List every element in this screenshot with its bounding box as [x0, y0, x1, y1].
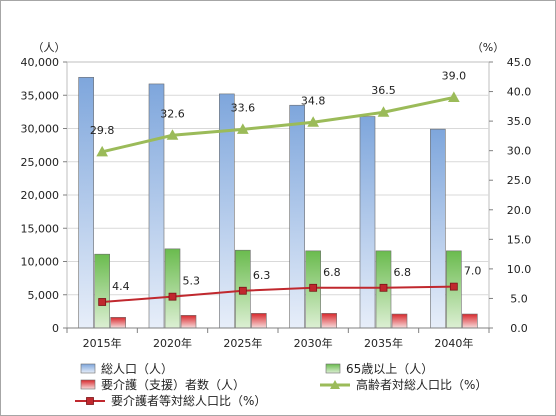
bar-1-0 [94, 253, 110, 329]
line-marker-0-5 [447, 91, 460, 102]
data-label-0-1: 32.6 [160, 107, 185, 120]
category-label: 2035年 [364, 336, 403, 350]
bar-2-3 [321, 313, 337, 329]
left-tick-label: 15,000 [21, 222, 60, 235]
right-tick-label: 15.0 [507, 233, 532, 246]
data-label-1-2: 6.3 [253, 269, 270, 282]
legend-item-0: 総人口（人） [80, 362, 173, 376]
right-tick-label: 45.0 [507, 56, 532, 69]
bar-0-4 [359, 116, 376, 329]
category-label: 2015年 [83, 336, 122, 350]
right-tick-label: 5.0 [510, 292, 528, 305]
right-tick-label: 25.0 [507, 174, 532, 187]
category-label: 2020年 [153, 336, 192, 350]
data-label-1-3: 6.8 [323, 266, 341, 279]
data-label-0-0: 29.8 [90, 124, 115, 137]
line-marker-0-2 [236, 123, 249, 134]
line-marker-1-2 [238, 286, 247, 295]
right-tick-label: 0.0 [510, 322, 528, 335]
data-label-1-0: 4.4 [112, 280, 129, 293]
left-tick-label: 35,000 [21, 89, 60, 102]
data-label-0-4: 36.5 [371, 84, 396, 97]
bar-2-1 [180, 315, 197, 329]
bar-0-3 [289, 104, 305, 329]
line-marker-0-0 [96, 145, 109, 157]
data-label-1-5: 7.0 [464, 265, 482, 278]
line-series-0 [101, 95, 455, 154]
legend-swatch [325, 363, 341, 374]
bar-1-1 [164, 248, 181, 329]
left-axis-unit: （人） [33, 41, 66, 54]
data-label-0-3: 34.8 [301, 94, 326, 107]
category-label: 2025年 [223, 336, 262, 350]
data-label-0-5: 39.0 [442, 69, 467, 82]
bar-2-0 [110, 317, 126, 329]
data-label-0-2: 33.6 [231, 101, 256, 114]
bar-2-4 [391, 313, 408, 329]
legend-swatch [80, 379, 96, 390]
right-tick-label: 35.0 [507, 115, 532, 128]
legend-label: 高齢者対総人口比（%） [356, 377, 487, 392]
legend-marker [86, 397, 94, 405]
line-marker-0-4 [377, 106, 390, 117]
left-tick-label: 0 [52, 322, 59, 335]
left-tick-label: 5,000 [28, 289, 60, 302]
line-marker-0-1 [166, 129, 179, 140]
line-marker-1-4 [379, 283, 388, 292]
bar-0-5 [430, 128, 446, 329]
bar-0-0 [78, 76, 94, 329]
legend-label: 要介護者等対総人口比（%） [111, 393, 266, 408]
legend-label: 65歳以上（人） [346, 362, 433, 376]
left-tick-label: 40,000 [21, 56, 60, 69]
left-tick-label: 20,000 [21, 189, 60, 202]
line-marker-1-1 [168, 292, 177, 301]
right-axis-unit: （%） [472, 41, 504, 54]
bar-0-1 [148, 83, 165, 329]
legend-label: 総人口（人） [101, 362, 173, 376]
left-tick-label: 30,000 [21, 123, 60, 136]
legend-marker [330, 380, 340, 389]
legend-label: 要介護（支援）者数（人） [101, 377, 245, 392]
left-tick-label: 10,000 [21, 256, 60, 269]
right-tick-label: 20.0 [507, 204, 532, 217]
data-label-1-1: 5.3 [183, 275, 201, 288]
right-tick-label: 30.0 [507, 145, 532, 158]
line-marker-1-3 [309, 283, 318, 292]
left-tick-label: 25,000 [21, 156, 60, 169]
right-tick-label: 10.0 [507, 263, 532, 276]
legend-item-2: 要介護（支援）者数（人） [80, 377, 245, 392]
right-tick-label: 40.0 [507, 86, 532, 99]
category-label: 2040年 [434, 336, 473, 350]
line-marker-1-0 [98, 298, 107, 306]
category-label: 2030年 [294, 336, 333, 350]
bar-2-5 [462, 313, 478, 329]
legend-swatch [80, 363, 96, 374]
data-label-1-4: 6.8 [394, 266, 412, 279]
line-series-1 [102, 285, 454, 303]
legend-item-3: 高齢者対総人口比（%） [320, 377, 487, 392]
line-marker-1-5 [449, 282, 458, 291]
bar-2-2 [251, 313, 267, 329]
line-marker-0-3 [307, 116, 320, 127]
legend-item-1: 65歳以上（人） [325, 362, 433, 376]
legend-item-4: 要介護者等対総人口比（%） [75, 393, 266, 408]
